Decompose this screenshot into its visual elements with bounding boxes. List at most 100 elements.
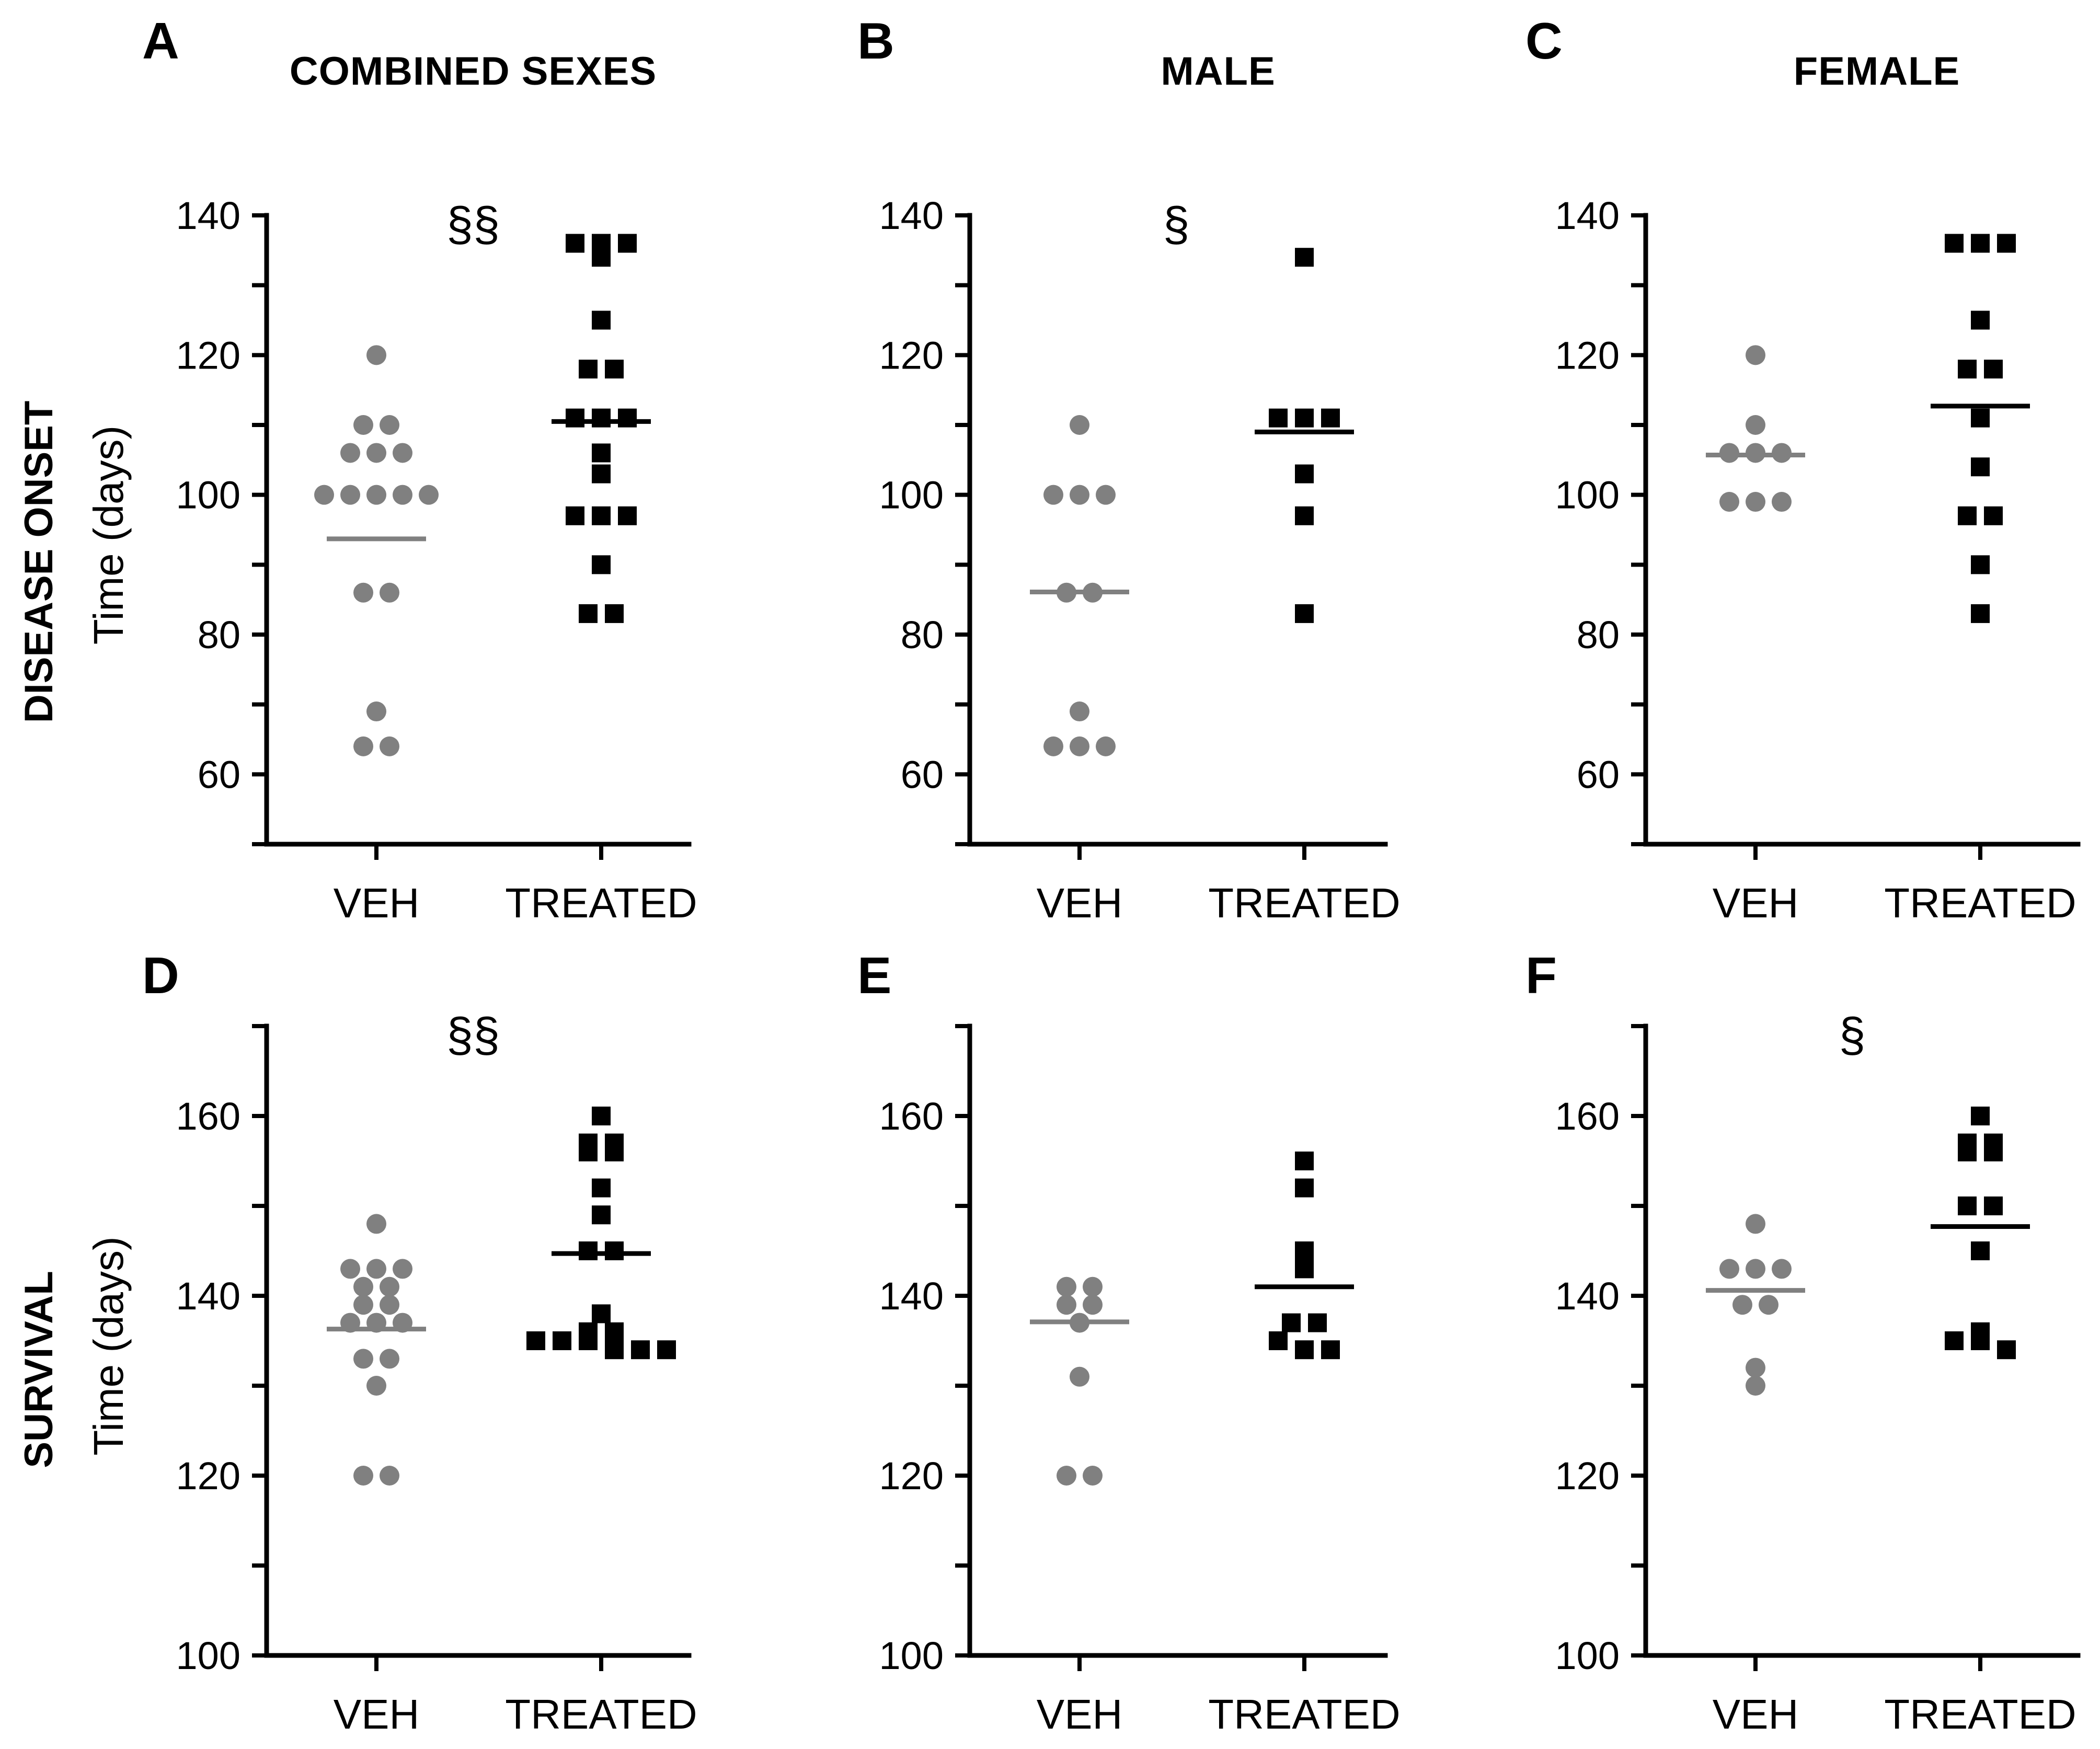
veh-data-point bbox=[1083, 1295, 1103, 1315]
significance-marker: § bbox=[1163, 198, 1189, 251]
axis-lines bbox=[264, 213, 692, 847]
veh-data-point bbox=[340, 443, 360, 463]
panel-b: B MALE 60 80 100 120 140 VEH TREATED § bbox=[857, 12, 1401, 926]
veh-data-point bbox=[393, 1259, 412, 1279]
y-tick-label: 100 bbox=[1555, 474, 1620, 517]
treated-data-point bbox=[631, 1340, 650, 1360]
treated-data-point bbox=[1295, 604, 1314, 623]
y-tick-label: 120 bbox=[1555, 333, 1620, 377]
treated-data-point bbox=[605, 1322, 624, 1341]
veh-data-point bbox=[353, 1466, 373, 1486]
x-category-label: VEH bbox=[1037, 880, 1123, 926]
panel-e: E 100 120 140 160 VEH TREATED bbox=[857, 947, 1401, 1738]
veh-data-point bbox=[1057, 1276, 1076, 1297]
treated-data-point bbox=[592, 1178, 611, 1198]
veh-data-point bbox=[340, 485, 360, 505]
treated-data-point bbox=[1269, 1331, 1288, 1350]
y-tick-label: 140 bbox=[1555, 1274, 1620, 1318]
treated-data-point bbox=[1971, 1331, 1990, 1350]
treated-data-point bbox=[592, 1107, 611, 1125]
veh-data-point bbox=[366, 1259, 386, 1279]
treated-data-point bbox=[657, 1340, 676, 1360]
veh-data-point bbox=[1719, 1259, 1739, 1279]
veh-data-point bbox=[1746, 1259, 1765, 1279]
veh-data-point bbox=[1746, 345, 1765, 365]
treated-data-point bbox=[579, 1331, 598, 1350]
y-tick-label: 140 bbox=[1555, 194, 1620, 237]
treated-data-point bbox=[1971, 555, 1990, 574]
y-tick-label: 80 bbox=[1577, 613, 1620, 657]
veh-data-point bbox=[1083, 1276, 1103, 1297]
treated-data-point bbox=[1971, 1241, 1990, 1260]
veh-data-point bbox=[380, 582, 399, 603]
treated-data-point bbox=[1295, 1259, 1314, 1279]
veh-data-point bbox=[1746, 1357, 1765, 1378]
y-tick-label: 160 bbox=[176, 1095, 240, 1138]
veh-data-point bbox=[1070, 485, 1089, 505]
y-tick-label: 160 bbox=[879, 1095, 944, 1138]
x-category-label: VEH bbox=[334, 1691, 420, 1738]
treated-data-point bbox=[579, 1241, 598, 1260]
veh-data-point bbox=[1083, 1466, 1103, 1486]
treated-data-point bbox=[592, 248, 611, 267]
veh-data-point bbox=[393, 485, 412, 505]
y-tick-label: 100 bbox=[879, 474, 944, 517]
veh-data-point bbox=[1746, 492, 1765, 512]
y-tick-label: 120 bbox=[176, 333, 240, 377]
y-tick-label: 100 bbox=[1555, 1634, 1620, 1677]
y-tick-label: 160 bbox=[1555, 1095, 1620, 1138]
treated-data-point bbox=[1295, 1340, 1314, 1360]
treated-data-point bbox=[1971, 310, 1990, 330]
veh-data-point bbox=[353, 1349, 373, 1369]
veh-data-point bbox=[366, 345, 386, 365]
treated-data-point bbox=[1984, 1196, 2003, 1215]
significance-marker: §§ bbox=[446, 198, 500, 251]
axis-lines bbox=[1643, 213, 2081, 847]
treated-data-point bbox=[592, 443, 611, 463]
treated-data-point bbox=[1269, 408, 1288, 428]
treated-data-point bbox=[526, 1331, 545, 1350]
y-tick-label: 100 bbox=[176, 1634, 240, 1677]
treated-data-point bbox=[605, 1142, 624, 1161]
veh-data-point bbox=[380, 415, 399, 435]
treated-data-point bbox=[1971, 1107, 1990, 1125]
y-tick-label: 120 bbox=[1555, 1454, 1620, 1498]
row-label-disease-onset: DISEASE ONSET bbox=[17, 401, 61, 723]
y-tick-label: 140 bbox=[176, 194, 240, 237]
y-tick-label: 80 bbox=[198, 613, 240, 657]
x-category-label: TREATED bbox=[1884, 880, 2076, 926]
treated-data-point bbox=[618, 234, 637, 253]
treated-data-point bbox=[1958, 506, 1977, 525]
veh-data-point bbox=[353, 582, 373, 603]
treated-data-point bbox=[1945, 234, 1964, 253]
x-category-label: TREATED bbox=[505, 880, 697, 926]
veh-data-point bbox=[314, 485, 334, 505]
x-category-label: TREATED bbox=[505, 1691, 697, 1738]
veh-data-point bbox=[1096, 736, 1116, 756]
treated-data-point bbox=[579, 360, 598, 379]
treated-data-point bbox=[605, 604, 624, 623]
y-tick-label: 120 bbox=[879, 1454, 944, 1498]
treated-data-point bbox=[579, 1142, 598, 1161]
treated-data-point bbox=[1971, 604, 1990, 623]
y-tick-label: 60 bbox=[901, 753, 944, 796]
veh-data-point bbox=[1719, 492, 1739, 512]
significance-marker: § bbox=[1839, 1008, 1865, 1062]
y-tick-label: 140 bbox=[879, 1274, 944, 1318]
treated-data-point bbox=[1282, 1313, 1301, 1332]
y-tick-label: 140 bbox=[176, 1274, 240, 1318]
panel-title: FEMALE bbox=[1794, 49, 1960, 94]
treated-data-point bbox=[592, 1205, 611, 1225]
panel-letter: A bbox=[142, 12, 179, 70]
veh-data-point bbox=[393, 443, 412, 463]
treated-data-point bbox=[1958, 360, 1977, 379]
veh-data-point bbox=[1746, 415, 1765, 435]
panel-title: MALE bbox=[1161, 49, 1275, 94]
y-tick-label: 120 bbox=[176, 1454, 240, 1498]
veh-data-point bbox=[366, 1376, 386, 1396]
treated-data-point bbox=[618, 506, 637, 525]
y-tick-label: 100 bbox=[176, 474, 240, 517]
veh-data-point bbox=[1772, 1259, 1792, 1279]
x-category-label: TREATED bbox=[1884, 1691, 2076, 1738]
